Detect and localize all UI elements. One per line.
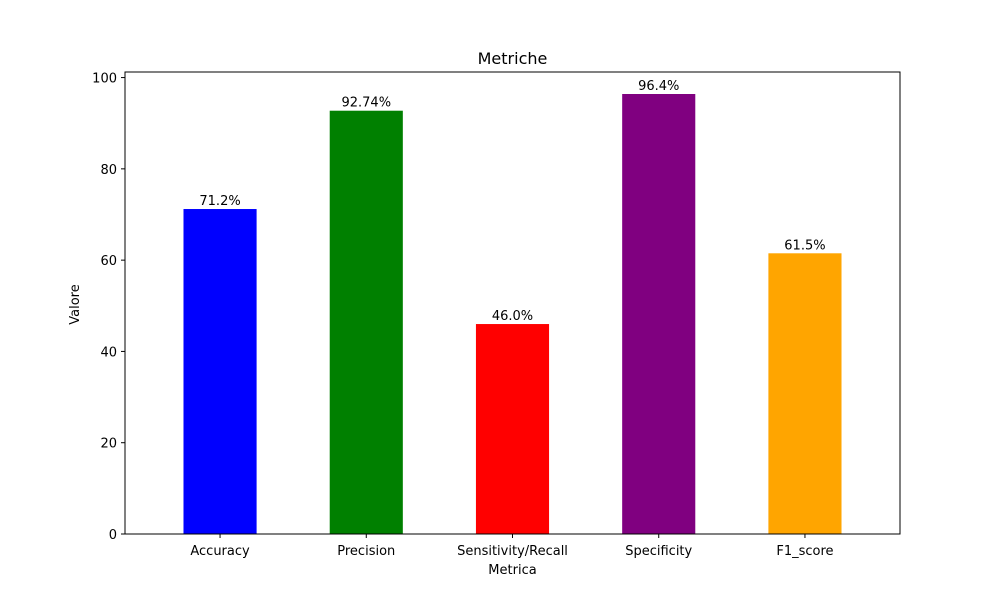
x-tick-label-f1-score: F1_score	[776, 544, 833, 559]
data-label-precision: 92.74%	[341, 96, 391, 111]
data-labels-layer: 71.2% 92.74% 46.0% 96.4% 61.5%	[199, 79, 825, 324]
data-label-sensitivity-recall: 46.0%	[492, 309, 533, 324]
y-tick-label-20: 20	[100, 437, 117, 452]
x-tick-label-specificity: Specificity	[625, 544, 692, 559]
x-tick-label-sensitivity-recall: Sensitivity/Recall	[457, 544, 568, 559]
y-tick-label-0: 0	[109, 528, 117, 543]
y-axis-label: Valore	[68, 284, 83, 324]
y-tick-label-100: 100	[92, 72, 117, 87]
axes-layer: Accuracy Precision Sensitivity/Recall Speci…	[92, 71, 901, 559]
x-tick-label-accuracy: Accuracy	[190, 544, 250, 559]
data-label-accuracy: 71.2%	[199, 194, 240, 209]
y-tick-label-60: 60	[100, 254, 117, 269]
bar-accuracy	[183, 209, 257, 534]
bars-layer	[183, 94, 842, 535]
y-tick-label-40: 40	[100, 345, 117, 360]
bar-sensitivity-recall	[475, 324, 550, 534]
data-label-specificity: 96.4%	[638, 79, 679, 94]
bar-specificity	[622, 94, 696, 534]
x-tick-label-precision: Precision	[337, 544, 395, 559]
data-label-f1-score: 61.5%	[784, 238, 825, 253]
y-tick-label-80: 80	[100, 163, 117, 178]
bar-precision	[329, 110, 403, 535]
bar-f1-score	[768, 253, 842, 534]
chart-title: Metriche	[478, 49, 548, 68]
plot-frame	[124, 71, 901, 535]
x-axis-label: Metrica	[488, 563, 536, 578]
